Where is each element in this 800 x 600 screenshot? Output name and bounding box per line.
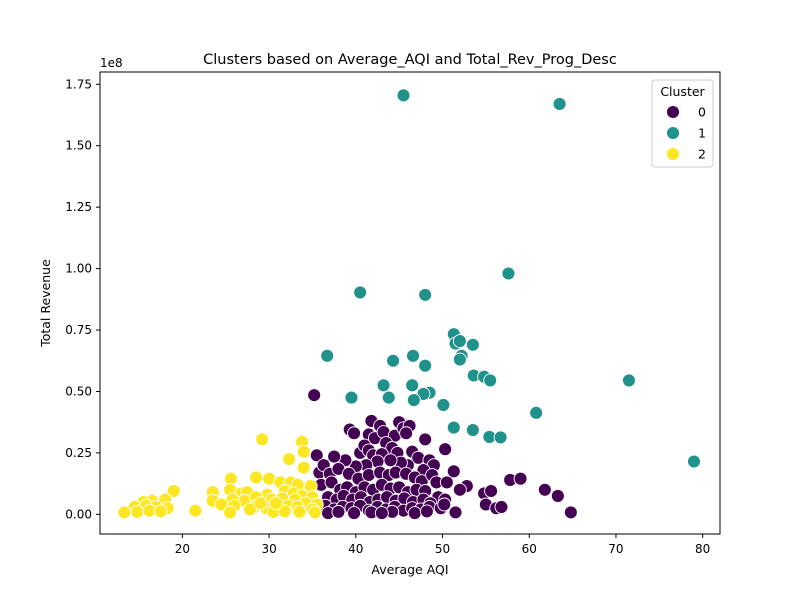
data-point-cluster-1 (436, 398, 451, 412)
data-point-cluster-2 (277, 504, 292, 519)
data-point-cluster-2 (166, 484, 181, 498)
data-point-cluster-0 (563, 505, 578, 520)
data-point-cluster-0 (494, 500, 509, 514)
data-point-cluster-1 (529, 405, 544, 420)
data-point-cluster-1 (406, 348, 420, 363)
data-point-cluster-1 (381, 390, 396, 405)
data-point-cluster-0 (437, 497, 452, 512)
data-point-cluster-2 (296, 460, 311, 475)
data-point-cluster-2 (130, 504, 145, 519)
data-point-cluster-0 (327, 449, 342, 464)
data-point-cluster-1 (452, 334, 467, 349)
y-tick-label: 0.00 (65, 507, 92, 521)
legend-marker-cluster-0 (666, 105, 680, 119)
data-point-cluster-2 (255, 432, 270, 447)
axis-ticks: 20 30 40 50 60 70 800.000.250.500.751.001.251.… (65, 77, 710, 556)
data-point-cluster-2 (282, 452, 296, 466)
data-point-cluster-2 (243, 502, 257, 517)
data-point-cluster-2 (308, 505, 322, 520)
y-offset-text: 1e8 (100, 56, 123, 70)
data-point-cluster-1 (622, 373, 636, 388)
legend-label-cluster-0: 0 (698, 105, 706, 120)
data-point-cluster-1 (687, 454, 701, 469)
data-point-cluster-0 (374, 506, 389, 521)
data-point-cluster-1 (405, 378, 420, 393)
plot-frame (99, 71, 721, 535)
data-point-cluster-0 (383, 453, 398, 468)
data-point-cluster-1 (418, 358, 433, 373)
data-point-cluster-1 (396, 88, 411, 103)
data-point-cluster-1 (465, 337, 480, 352)
data-point-cluster-1 (501, 266, 516, 281)
data-point-cluster-1 (446, 420, 461, 435)
x-axis-label: Average AQI (371, 562, 448, 577)
data-point-cluster-0 (537, 482, 552, 497)
data-point-cluster-0 (347, 426, 362, 441)
legend: Cluster 0 1 2 (651, 79, 714, 168)
data-point-cluster-0 (439, 475, 454, 490)
x-tick-label: 20 (175, 542, 190, 556)
data-point-cluster-0 (513, 471, 528, 486)
data-point-cluster-1 (452, 352, 467, 367)
legend-label-cluster-2: 2 (698, 147, 706, 162)
data-point-cluster-2 (153, 504, 168, 519)
data-point-cluster-2 (117, 505, 132, 520)
x-tick-label: 60 (522, 542, 537, 556)
data-point-cluster-0 (418, 432, 433, 447)
data-point-cluster-2 (269, 496, 283, 511)
legend-box (651, 79, 714, 168)
x-tick-label: 50 (435, 542, 450, 556)
data-point-cluster-0 (448, 505, 463, 520)
data-point-cluster-1 (406, 393, 421, 408)
data-points (117, 88, 701, 521)
legend-title: Cluster (660, 84, 705, 99)
x-tick-label: 80 (695, 542, 710, 556)
data-point-cluster-0 (484, 484, 499, 498)
data-point-cluster-1 (353, 285, 368, 300)
data-point-cluster-0 (452, 482, 467, 497)
data-point-cluster-0 (419, 504, 434, 519)
data-point-cluster-1 (376, 378, 391, 393)
y-tick-label: 0.75 (65, 323, 92, 337)
data-point-cluster-0 (550, 488, 565, 503)
chart-title: Clusters based on Average_AQI and Total_… (203, 52, 617, 68)
data-point-cluster-0 (331, 504, 346, 519)
data-point-cluster-1 (465, 423, 480, 437)
legend-label-cluster-1: 1 (698, 126, 706, 141)
data-point-cluster-1 (418, 287, 433, 302)
y-axis-label: Total Revenue (38, 259, 53, 348)
data-point-cluster-2 (249, 470, 264, 485)
data-point-cluster-2 (223, 505, 238, 520)
legend-marker-cluster-1 (666, 126, 680, 140)
data-point-cluster-2 (253, 496, 268, 511)
y-tick-label: 1.75 (65, 77, 92, 91)
y-tick-label: 0.25 (65, 446, 92, 460)
y-tick-label: 1.25 (65, 200, 92, 214)
data-point-cluster-1 (386, 353, 401, 368)
data-point-cluster-2 (292, 504, 307, 519)
data-point-cluster-2 (188, 503, 203, 518)
legend-marker-cluster-2 (666, 147, 680, 161)
data-point-cluster-0 (446, 464, 461, 479)
data-point-cluster-0 (399, 426, 414, 441)
y-tick-label: 0.50 (65, 384, 92, 398)
data-point-cluster-1 (552, 96, 567, 111)
x-tick-label: 70 (608, 542, 623, 556)
y-tick-label: 1.50 (65, 139, 92, 153)
x-tick-label: 30 (261, 542, 276, 556)
data-point-cluster-1 (344, 390, 359, 405)
data-point-cluster-0 (347, 506, 362, 521)
data-point-cluster-1 (483, 373, 498, 388)
data-point-cluster-0 (309, 448, 324, 463)
y-tick-label: 1.00 (65, 262, 92, 276)
data-point-cluster-0 (307, 388, 322, 403)
data-point-cluster-0 (438, 442, 453, 457)
x-tick-label: 40 (348, 542, 363, 556)
data-point-cluster-2 (296, 444, 311, 459)
data-point-cluster-1 (320, 348, 335, 363)
data-point-cluster-0 (407, 506, 422, 521)
data-point-cluster-0 (361, 468, 376, 482)
data-point-cluster-1 (493, 430, 508, 445)
